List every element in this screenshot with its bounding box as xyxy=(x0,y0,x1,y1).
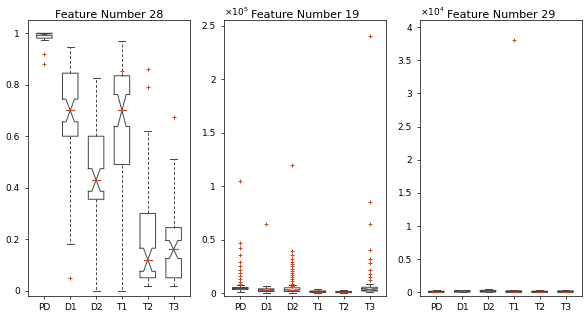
Polygon shape xyxy=(506,291,522,292)
Polygon shape xyxy=(429,291,444,292)
Polygon shape xyxy=(285,288,300,292)
Polygon shape xyxy=(166,228,181,278)
Text: $\times10^4$: $\times10^4$ xyxy=(420,5,445,18)
Polygon shape xyxy=(114,76,130,164)
Polygon shape xyxy=(140,213,156,278)
Polygon shape xyxy=(480,290,496,292)
Polygon shape xyxy=(36,33,52,38)
Title: Feature Number 28: Feature Number 28 xyxy=(55,10,163,20)
Polygon shape xyxy=(233,287,248,289)
Polygon shape xyxy=(362,287,377,291)
Polygon shape xyxy=(336,292,352,293)
Polygon shape xyxy=(455,291,470,292)
Polygon shape xyxy=(88,136,104,199)
Title: Feature Number 19: Feature Number 19 xyxy=(251,10,359,20)
Polygon shape xyxy=(532,291,547,292)
Text: $\times10^5$: $\times10^5$ xyxy=(223,5,248,18)
Polygon shape xyxy=(62,73,78,136)
Polygon shape xyxy=(310,291,326,292)
Polygon shape xyxy=(259,289,274,292)
Title: Feature Number 29: Feature Number 29 xyxy=(447,10,555,20)
Polygon shape xyxy=(558,291,573,292)
